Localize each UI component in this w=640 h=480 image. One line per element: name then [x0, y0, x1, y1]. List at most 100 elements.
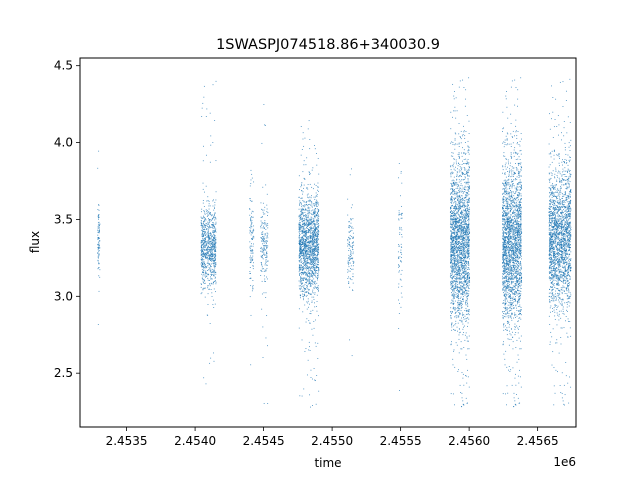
data-point: [314, 342, 316, 344]
data-point: [265, 254, 267, 256]
data-point: [303, 222, 305, 224]
data-point: [211, 247, 213, 249]
data-point: [462, 226, 464, 228]
data-point: [206, 257, 208, 259]
data-point: [312, 232, 313, 234]
data-point: [460, 257, 462, 259]
data-point: [455, 218, 457, 220]
data-point: [211, 250, 213, 251]
data-point: [465, 218, 466, 220]
data-point: [465, 235, 467, 237]
data-point: [400, 249, 402, 251]
data-point: [462, 290, 464, 292]
data-point: [314, 228, 316, 230]
data-point: [214, 201, 216, 203]
data-point: [458, 273, 460, 275]
data-point: [300, 237, 302, 239]
data-point: [299, 297, 301, 299]
data-point: [454, 300, 456, 302]
data-point: [301, 274, 302, 276]
data-point: [459, 204, 461, 206]
data-point: [203, 145, 204, 147]
data-point: [315, 224, 317, 226]
data-point: [316, 301, 318, 302]
data-point: [301, 249, 303, 251]
data-point: [454, 265, 455, 267]
data-point: [315, 380, 316, 382]
data-point: [463, 152, 465, 154]
data-point: [265, 257, 266, 259]
data-point: [98, 247, 100, 249]
data-point: [301, 243, 303, 244]
data-point: [207, 285, 209, 287]
data-point: [207, 218, 209, 220]
data-point: [213, 259, 215, 261]
data-point: [299, 223, 301, 225]
data-point: [461, 185, 463, 187]
data-point: [304, 246, 306, 248]
data-point: [205, 244, 207, 246]
data-point: [205, 249, 207, 251]
data-point: [466, 115, 468, 116]
data-point: [457, 165, 459, 167]
data-point: [308, 292, 310, 294]
data-point: [201, 208, 203, 210]
data-point: [459, 227, 461, 229]
data-point: [313, 265, 315, 266]
data-point: [305, 239, 307, 241]
data-point: [461, 277, 463, 279]
data-point: [98, 262, 100, 264]
data-point: [97, 167, 99, 169]
data-point: [310, 267, 312, 269]
data-point: [454, 257, 455, 259]
data-point: [463, 131, 465, 133]
data-point: [465, 296, 467, 298]
data-point: [462, 231, 464, 233]
data-point: [313, 281, 315, 283]
data-point: [466, 283, 468, 285]
data-point: [262, 251, 264, 253]
data-point: [450, 199, 452, 201]
data-point: [450, 266, 452, 268]
data-point: [98, 218, 99, 220]
data-point: [468, 263, 470, 265]
data-point: [461, 223, 462, 225]
data-point: [267, 245, 269, 247]
data-point: [309, 235, 311, 237]
data-point: [301, 197, 303, 199]
data-point: [308, 267, 309, 269]
data-point: [467, 241, 469, 243]
data-point: [400, 251, 402, 253]
data-point: [300, 267, 302, 269]
data-point: [314, 232, 316, 234]
data-point: [265, 249, 267, 251]
data-point: [210, 212, 211, 214]
data-point: [308, 204, 309, 206]
data-point: [214, 254, 216, 256]
data-point: [453, 168, 455, 170]
data-point: [467, 182, 469, 184]
data-point: [316, 218, 318, 220]
data-point: [316, 240, 318, 242]
data-point: [260, 250, 262, 252]
data-point: [203, 254, 204, 256]
data-point: [209, 279, 211, 281]
data-point: [452, 302, 454, 304]
data-point: [452, 212, 454, 214]
data-point: [460, 253, 462, 254]
data-point: [465, 189, 467, 191]
data-point: [351, 279, 353, 281]
data-point: [249, 232, 251, 234]
data-point: [453, 227, 455, 229]
data-point: [464, 275, 465, 276]
data-point: [401, 246, 403, 248]
data-point: [458, 203, 460, 205]
data-point: [299, 249, 301, 251]
data-point: [464, 310, 466, 311]
data-point: [202, 235, 204, 237]
data-point: [398, 257, 400, 259]
data-point: [460, 142, 462, 144]
data-point: [466, 225, 468, 227]
data-point: [317, 276, 319, 278]
data-point: [306, 217, 308, 219]
